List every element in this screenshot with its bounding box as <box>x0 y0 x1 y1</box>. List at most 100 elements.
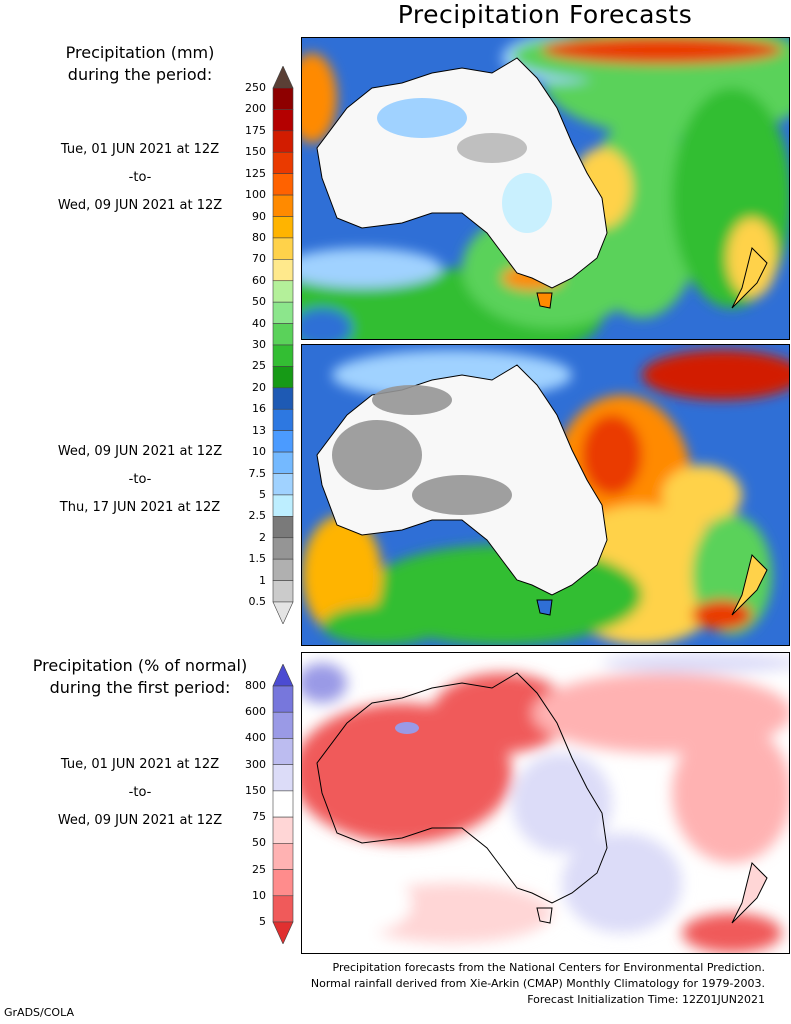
pct-color-bar <box>272 664 294 944</box>
pct-bar-segment <box>272 738 294 765</box>
mm-bar-segment <box>272 366 294 389</box>
mm-scale-label: 60 <box>252 273 266 287</box>
pct-bar-top-triangle <box>272 664 294 687</box>
pct-bar-segment <box>272 711 294 739</box>
pct-bar-segment <box>272 790 294 818</box>
pct-legend-heading-line1: Precipitation (% of normal) <box>32 656 248 675</box>
mm-bar-segment <box>272 580 294 603</box>
mm-scale-label: 13 <box>252 423 266 437</box>
mm-bar-segment <box>272 344 294 367</box>
period2-end: Thu, 17 JUN 2021 at 12Z <box>59 500 221 515</box>
chart-title: Precipitation Forecasts <box>397 0 693 29</box>
mm-bar-segment <box>272 537 294 560</box>
mm-scale-label: 175 <box>245 123 266 137</box>
mm-scale-label: 40 <box>252 316 266 330</box>
mm-scale-label: 150 <box>245 145 266 159</box>
pct-bar-segment <box>272 869 294 897</box>
mm-bar-segment <box>272 109 294 132</box>
mm-bar-segment <box>272 130 294 153</box>
mm-bar-segment <box>272 280 294 303</box>
mm-scale-label: 100 <box>245 188 266 202</box>
period1-start: Tue, 01 JUN 2021 at 12Z <box>60 142 220 157</box>
mm-bar-bottom-triangle <box>272 601 294 624</box>
footer-notes: Precipitation forecasts from the Nationa… <box>311 960 765 1008</box>
pct-scale-label: 300 <box>245 757 266 771</box>
precip-map-period2 <box>302 345 789 645</box>
map-panel-period2 <box>301 344 790 646</box>
mm-bar-segment <box>272 301 294 324</box>
mm-scale-label: 7.5 <box>248 466 267 480</box>
mm-scale-label: 20 <box>252 380 266 394</box>
pct-scale-label: 600 <box>245 705 266 719</box>
mm-bar-segment <box>272 473 294 496</box>
pct-bar-segment <box>272 764 294 792</box>
mm-scale-label: 200 <box>245 102 266 116</box>
map-panel-period1 <box>301 37 790 340</box>
mm-bar-segment <box>272 451 294 474</box>
mm-scale-label: 80 <box>252 230 266 244</box>
mm-scale-label: 10 <box>252 445 266 459</box>
pct-bar-segment <box>272 895 294 923</box>
precip-map-period1 <box>302 38 789 339</box>
mm-bar-segment <box>272 216 294 239</box>
mm-bar-segment <box>272 151 294 174</box>
mm-legend-heading-line2: during the period: <box>67 65 213 84</box>
mm-scale-label: 0.5 <box>248 595 267 608</box>
map-panel-percent-normal <box>301 652 790 954</box>
mm-scale-label: 1 <box>259 573 266 587</box>
mm-bar-segment <box>272 516 294 539</box>
mm-bar-segment <box>272 237 294 260</box>
pct-bar-segment <box>272 816 294 844</box>
pct-scale-label: 25 <box>252 862 266 876</box>
percent-normal-map <box>302 653 789 953</box>
pct-legend-heading: Precipitation (% of normal) during the f… <box>0 655 280 699</box>
pct-legend-heading-line2: during the first period: <box>49 678 231 697</box>
mm-scale-label: 70 <box>252 252 266 266</box>
mm-bar-top-triangle <box>272 66 294 89</box>
mm-legend-heading: Precipitation (mm) during the period: <box>20 42 260 86</box>
period3-separator: -to- <box>128 785 152 800</box>
pct-scale-label: 10 <box>252 888 266 902</box>
period1-separator: -to- <box>128 170 152 185</box>
mm-scale-label: 16 <box>252 402 266 416</box>
mm-scale-label: 50 <box>252 295 266 309</box>
mm-bar-segment <box>272 387 294 410</box>
mm-bar-segment <box>272 173 294 196</box>
period2-separator: -to- <box>128 472 152 487</box>
footer-line-source: Precipitation forecasts from the Nationa… <box>332 961 766 974</box>
mm-legend-heading-line1: Precipitation (mm) <box>65 43 215 62</box>
mm-scale-label: 25 <box>252 359 266 373</box>
mm-bar-segment <box>272 87 294 110</box>
mm-bar-segment <box>272 494 294 517</box>
mm-bar-segment <box>272 408 294 431</box>
mm-scale-label: 5 <box>259 487 266 501</box>
mm-color-bar <box>272 66 294 624</box>
pct-bar-segment <box>272 843 294 870</box>
pct-bar-bottom-triangle <box>272 921 294 944</box>
mm-scale-label: 90 <box>252 209 266 223</box>
period2-start: Wed, 09 JUN 2021 at 12Z <box>57 444 223 459</box>
mm-scale-label: 2.5 <box>248 509 267 523</box>
mm-scale-label: 250 <box>245 81 266 94</box>
footer-line-climatology: Normal rainfall derived from Xie-Arkin (… <box>310 977 765 990</box>
footer-line-init-time: Forecast Initialization Time: 12Z01JUN20… <box>527 993 765 1006</box>
mm-bar-segment <box>272 430 294 453</box>
pct-bar-segment <box>272 685 294 713</box>
mm-scale-label: 1.5 <box>248 552 267 566</box>
pct-scale-label: 150 <box>245 783 266 797</box>
mm-bar-segment <box>272 194 294 217</box>
mm-bar-segment <box>272 323 294 346</box>
pct-scale-label: 400 <box>245 731 266 745</box>
period3-end: Wed, 09 JUN 2021 at 12Z <box>57 813 223 828</box>
pct-scale-label: 75 <box>252 810 266 824</box>
period3-start: Tue, 01 JUN 2021 at 12Z <box>60 757 220 772</box>
mm-bar-segment <box>272 558 294 581</box>
mm-scale-label: 30 <box>252 338 266 351</box>
grads-credit: GrADS/COLA <box>4 1006 74 1019</box>
mm-scale-label: 125 <box>245 166 266 180</box>
mm-bar-segment <box>272 259 294 282</box>
pct-scale-label: 50 <box>252 836 266 850</box>
period1-end: Wed, 09 JUN 2021 at 12Z <box>57 198 223 213</box>
pct-scale-label: 800 <box>245 679 266 692</box>
pct-scale-label: 5 <box>259 915 266 928</box>
